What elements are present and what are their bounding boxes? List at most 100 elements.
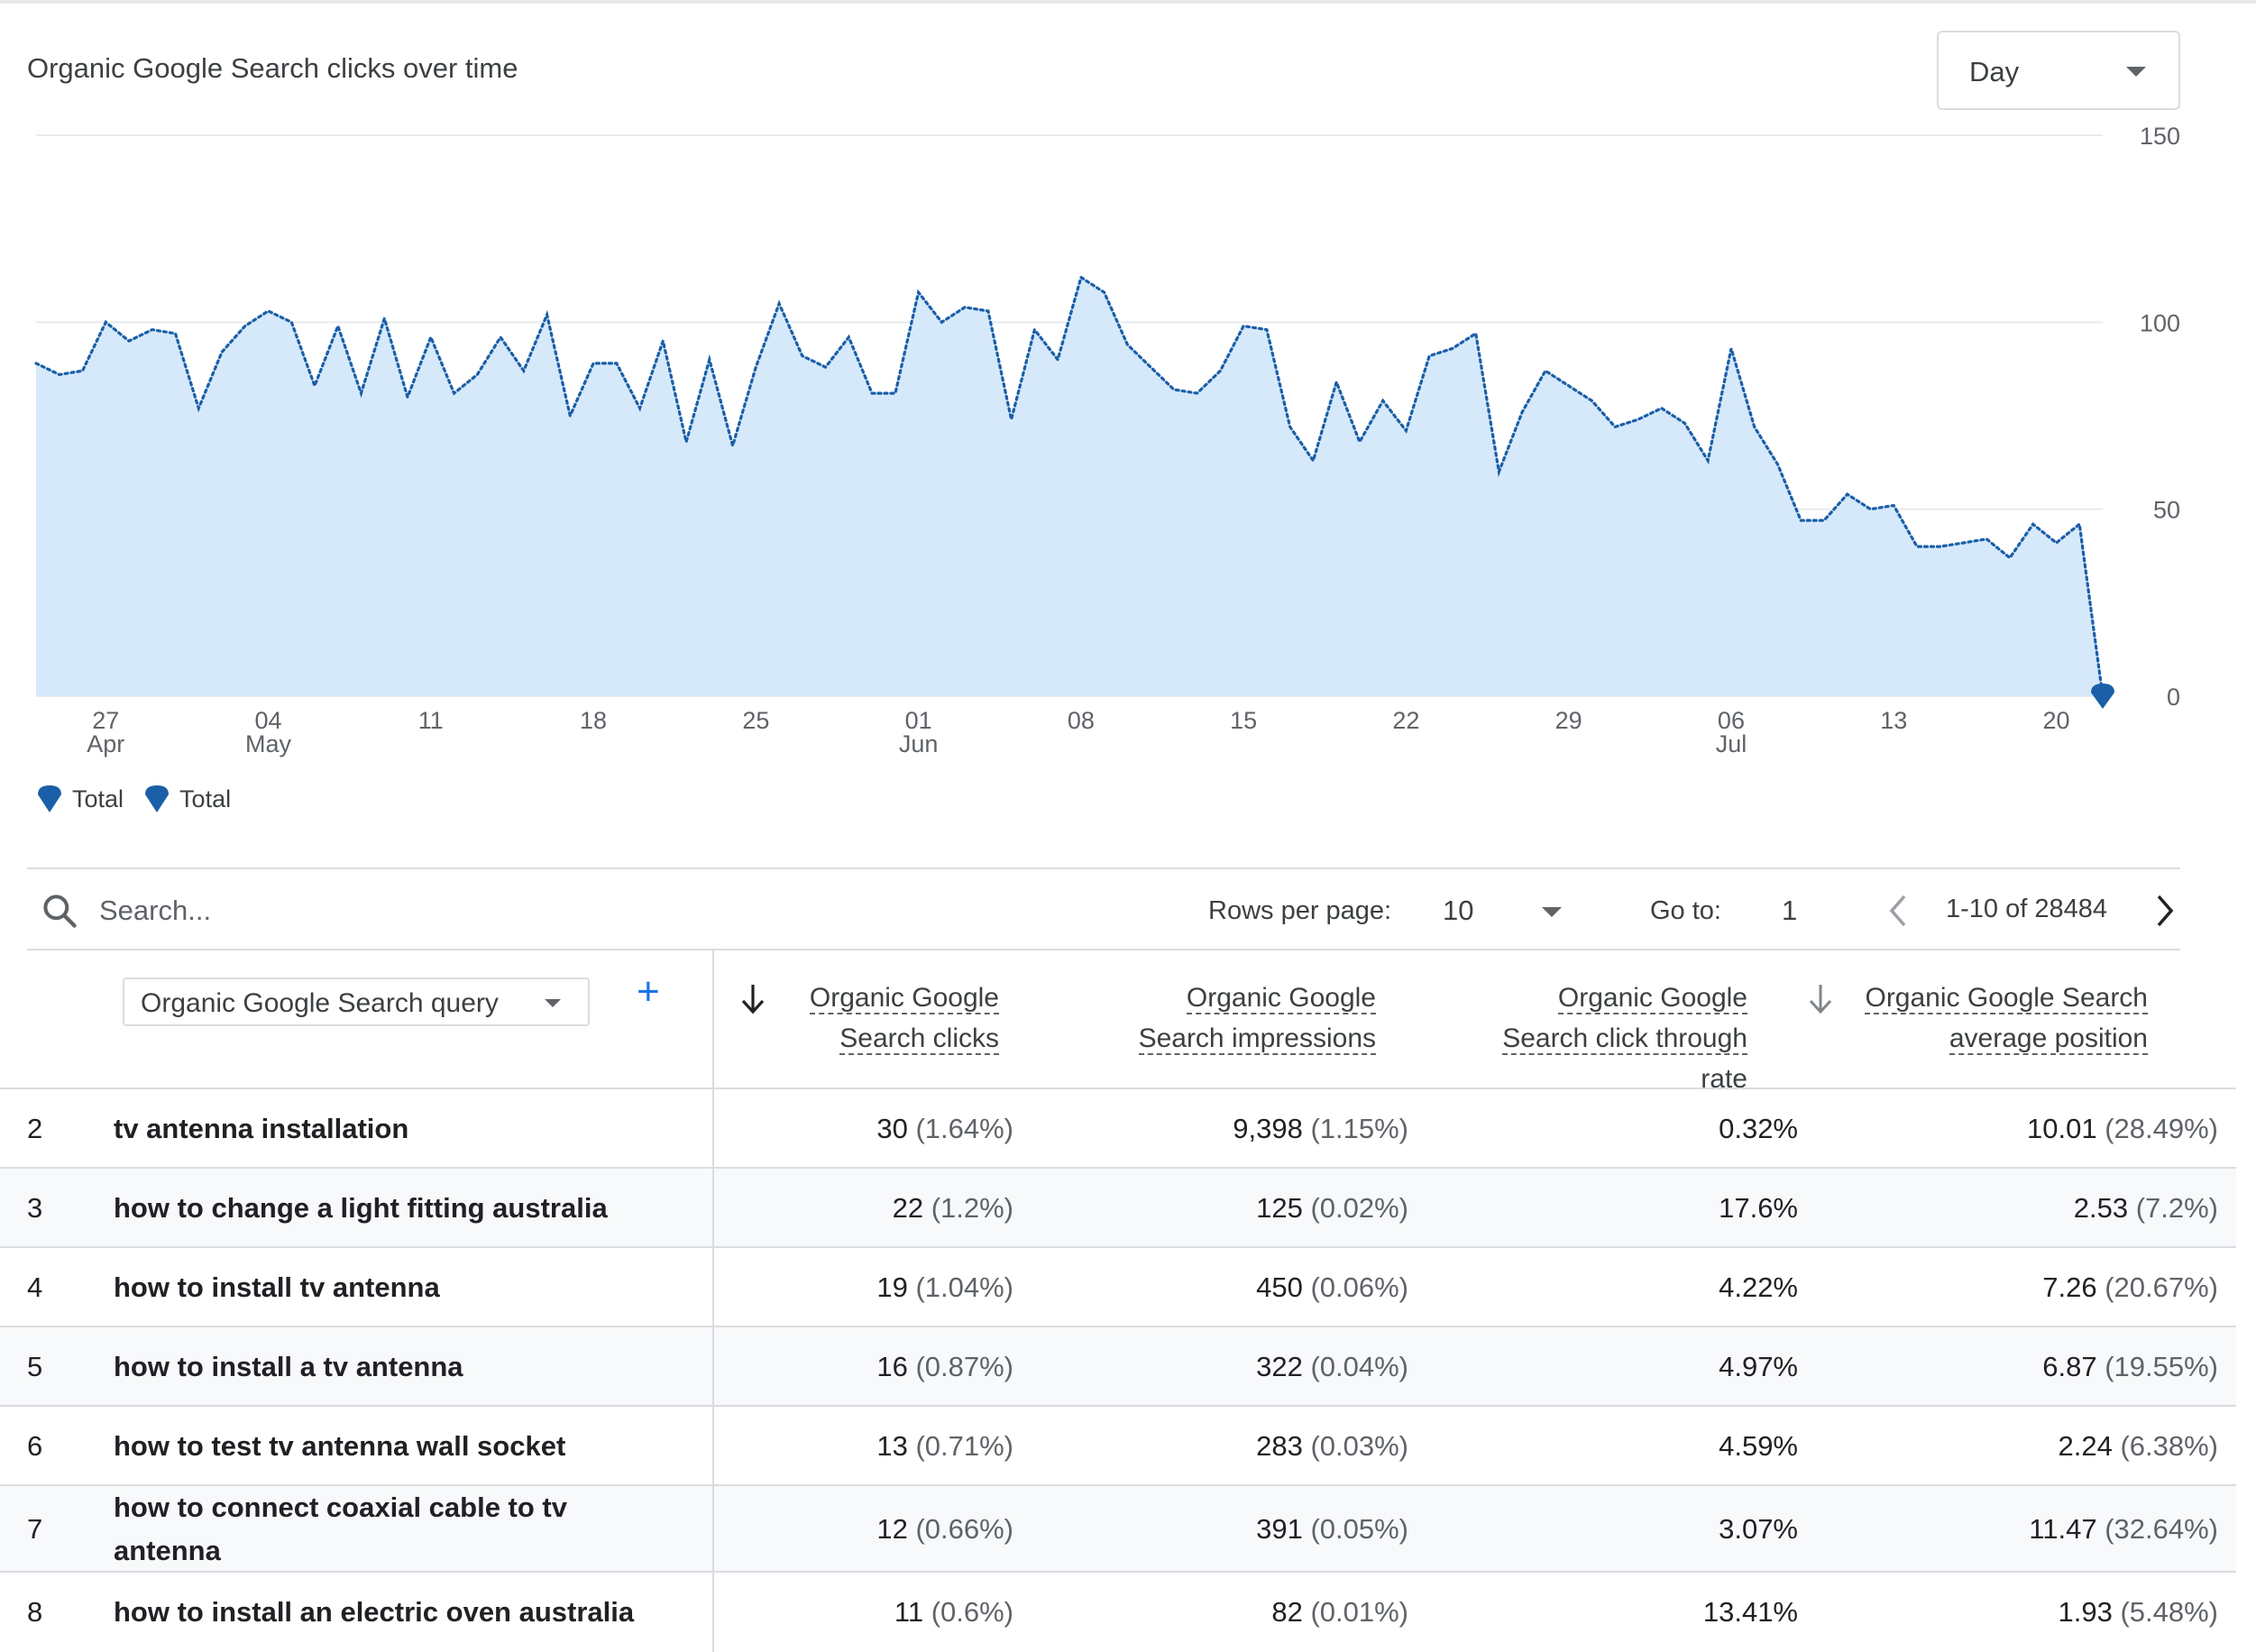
sort-desc-arrow-icon[interactable] (738, 981, 768, 1017)
avg-position-cell: 11.47 (32.64%) (2029, 1513, 2218, 1545)
query-link[interactable]: how to install an electric oven australi… (114, 1596, 635, 1628)
ctr-cell: 4.97% (1719, 1351, 1798, 1382)
impressions-cell: 391 (0.05%) (1256, 1513, 1408, 1545)
legend-item: Total (36, 784, 124, 814)
ctr-cell: 3.07% (1719, 1513, 1798, 1545)
clicks-cell: 19 (1.04%) (876, 1271, 1013, 1303)
avg-position-cell: 2.53 (7.2%) (2073, 1192, 2218, 1224)
legend-item: Total (143, 784, 231, 814)
x-tick-label: 13 (1880, 707, 1907, 734)
sort-arrow-icon[interactable] (1805, 981, 1836, 1017)
legend-pin-icon (38, 785, 61, 812)
x-tick-month-label: May (245, 730, 292, 757)
table-row[interactable]: 3 how to change a light fitting australia… (0, 1167, 2236, 1246)
ctr-cell: 17.6% (1719, 1192, 1798, 1224)
column-header-impressions[interactable]: Organic Google Search impressions (1138, 983, 1376, 1055)
column-header-ctr[interactable]: Organic Google Search click through rate (1502, 983, 1747, 1094)
x-tick-label: 01 (905, 707, 932, 734)
avg-position-cell: 7.26 (20.67%) (2042, 1271, 2218, 1303)
ctr-cell: 13.41% (1702, 1596, 1798, 1628)
query-link[interactable]: how to install a tv antenna (114, 1351, 463, 1382)
x-tick-label: 15 (1230, 707, 1257, 734)
table-row[interactable]: 5 how to install a tv antenna 16 (0.87%) 32… (0, 1326, 2236, 1405)
row-index: 2 (27, 1113, 43, 1144)
avg-position-cell: 6.87 (19.55%) (2042, 1351, 2218, 1382)
pagination-range: 1-10 of 28484 (1946, 895, 2107, 923)
table-toolbar: Rows per page: 10 Go to: 1 1-10 of 28484 (27, 869, 2180, 952)
table-row[interactable]: 6 how to test tv antenna wall socket 13 (0… (0, 1405, 2236, 1484)
row-index: 4 (27, 1271, 43, 1303)
chart-title: Organic Google Search clicks over time (27, 52, 518, 84)
ctr-cell: 0.32% (1719, 1113, 1798, 1144)
x-tick-label: 04 (255, 707, 282, 734)
clicks-cell: 11 (0.6%) (894, 1596, 1013, 1628)
rows-per-page-label: Rows per page: (1208, 896, 1392, 925)
chevron-left-icon[interactable] (1885, 891, 1912, 931)
chart-legend: Total Total (36, 783, 251, 815)
x-tick-label: 06 (1718, 707, 1745, 734)
impressions-cell: 322 (0.04%) (1256, 1351, 1408, 1382)
x-tick-month-label: Jul (1716, 730, 1747, 757)
x-tick-month-label: Jun (899, 730, 939, 757)
query-link[interactable]: how to change a light fitting australia (114, 1192, 608, 1224)
impressions-cell: 9,398 (1.15%) (1233, 1113, 1408, 1144)
divider (27, 867, 2180, 869)
table-row[interactable]: 4 how to install tv antenna 19 (1.04%) 450 … (0, 1246, 2236, 1326)
column-header-avg-position[interactable]: Organic Google Search average position (1865, 983, 2148, 1055)
x-tick-label: 29 (1555, 707, 1582, 734)
impressions-cell: 450 (0.06%) (1256, 1271, 1408, 1303)
ctr-cell: 4.59% (1719, 1430, 1798, 1462)
x-tick-month-label: Apr (87, 730, 124, 757)
y-tick-label: 50 (2153, 497, 2180, 524)
x-tick-label: 25 (742, 707, 769, 734)
goto-page-input[interactable]: 1 (1782, 895, 1798, 926)
granularity-select[interactable]: Day (1937, 31, 2180, 110)
series-end-marker (2091, 684, 2114, 709)
x-tick-label: 11 (418, 707, 444, 734)
y-tick-label: 150 (2140, 123, 2180, 150)
query-link[interactable]: tv antenna installation (114, 1113, 409, 1144)
top-border (0, 0, 2256, 4)
search-input[interactable] (99, 889, 911, 932)
avg-position-cell: 1.93 (5.48%) (2058, 1596, 2218, 1628)
query-link[interactable]: how to test tv antenna wall socket (114, 1430, 566, 1462)
y-tick-label: 100 (2140, 309, 2180, 336)
legend-label: Total (72, 785, 124, 812)
clicks-cell: 13 (0.71%) (876, 1430, 1013, 1462)
impressions-cell: 283 (0.03%) (1256, 1430, 1408, 1462)
query-link[interactable]: how to install tv antenna (114, 1271, 440, 1303)
series-area-total (36, 277, 2103, 696)
query-link[interactable]: how to connect coaxial cable to tv anten… (114, 1491, 567, 1566)
clicks-cell: 22 (1.2%) (892, 1192, 1013, 1224)
column-header-clicks[interactable]: Organic Google Search clicks (809, 983, 999, 1055)
chevron-down-icon (545, 999, 561, 1007)
clicks-cell: 12 (0.66%) (876, 1513, 1013, 1545)
table-row[interactable]: 8 how to install an electric oven austral… (0, 1571, 2236, 1650)
table-row[interactable]: 7 how to connect coaxial cable to tv ante… (0, 1484, 2236, 1571)
legend-label: Total (179, 785, 232, 812)
chevron-down-icon[interactable] (1542, 907, 1562, 917)
row-index: 3 (27, 1192, 43, 1224)
row-index: 7 (27, 1513, 43, 1545)
x-tick-label: 27 (92, 707, 119, 734)
chevron-down-icon (2126, 67, 2146, 77)
row-index: 8 (27, 1596, 43, 1628)
rows-per-page-select[interactable]: 10 (1443, 895, 1474, 926)
x-tick-label: 08 (1068, 707, 1095, 734)
ctr-cell: 4.22% (1719, 1271, 1798, 1303)
y-tick-label: 0 (2167, 684, 2180, 711)
dimension-value: Organic Google Search query (141, 988, 499, 1018)
series-line-total (34, 275, 2105, 698)
x-tick-label: 20 (2042, 707, 2069, 734)
dimension-select[interactable]: Organic Google Search query (123, 977, 590, 1026)
row-index: 5 (27, 1351, 43, 1382)
chevron-right-icon[interactable] (2151, 891, 2178, 931)
x-tick-label: 22 (1392, 707, 1419, 734)
table-row[interactable]: 2 tv antenna installation 30 (1.64%) 9,398 … (0, 1088, 2236, 1167)
column-separator (712, 950, 714, 1652)
add-dimension-plus-icon[interactable]: + (637, 969, 660, 1014)
x-tick-label: 18 (580, 707, 607, 734)
clicks-cell: 16 (0.87%) (876, 1351, 1013, 1382)
legend-pin-icon (145, 785, 170, 812)
